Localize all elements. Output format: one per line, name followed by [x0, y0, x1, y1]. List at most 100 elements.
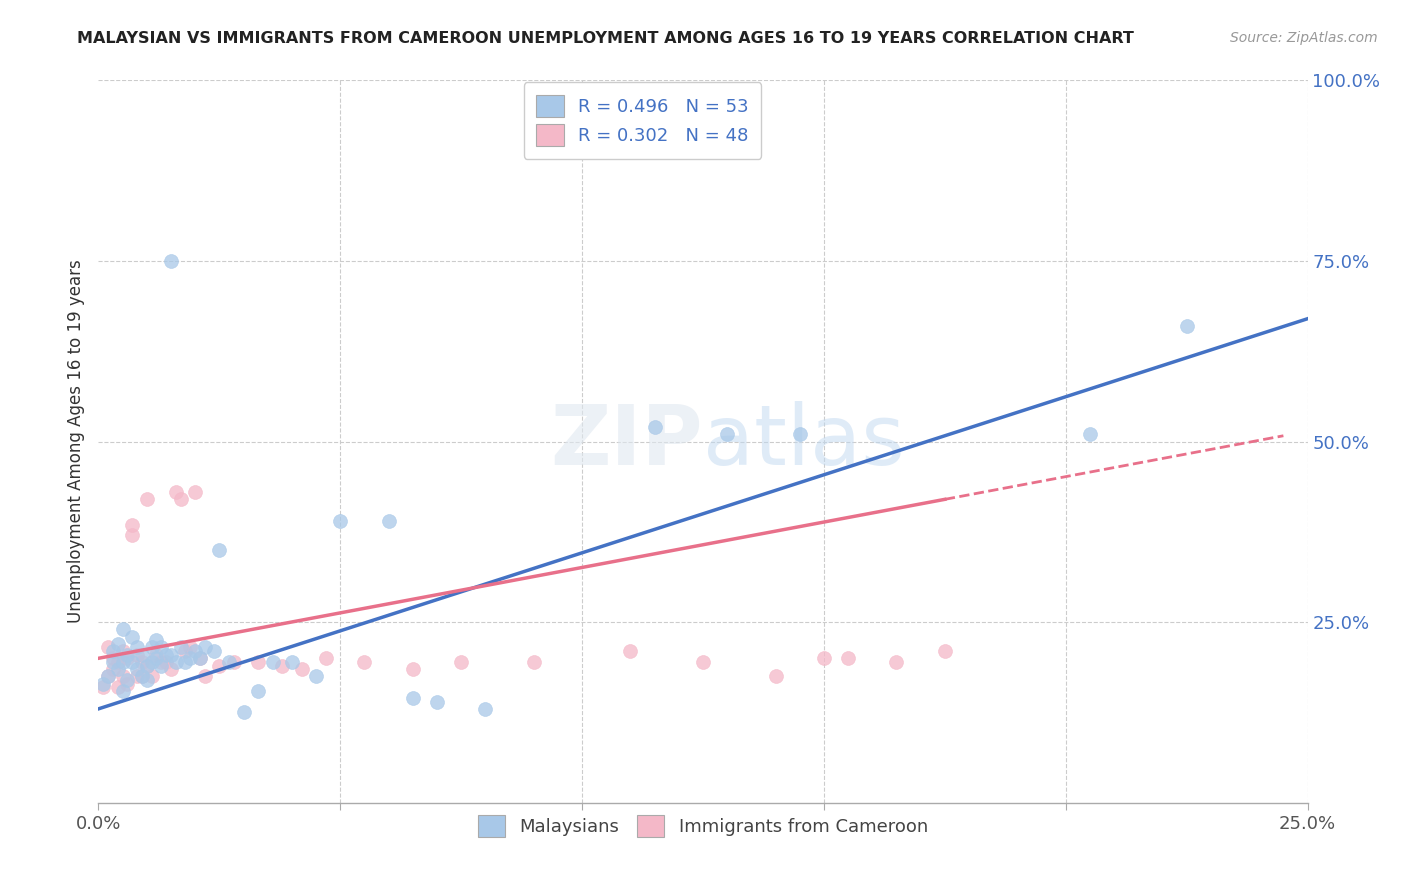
- Point: [174, 655, 197, 669]
- Point: [208, 542, 231, 557]
- Point: [188, 651, 211, 665]
- Point: [145, 633, 167, 648]
- Point: [101, 644, 124, 658]
- Point: [218, 655, 240, 669]
- Point: [402, 662, 425, 676]
- Point: [523, 655, 546, 669]
- Point: [179, 651, 201, 665]
- Point: [290, 662, 312, 676]
- Legend: Malaysians, Immigrants from Cameroon: Malaysians, Immigrants from Cameroon: [471, 808, 935, 845]
- Point: [377, 514, 399, 528]
- Point: [107, 655, 129, 669]
- Point: [107, 680, 129, 694]
- Point: [247, 655, 270, 669]
- Point: [111, 669, 134, 683]
- Point: [247, 683, 270, 698]
- Text: atlas: atlas: [703, 401, 904, 482]
- Point: [160, 648, 183, 662]
- Point: [121, 630, 143, 644]
- Point: [97, 669, 120, 683]
- Point: [141, 640, 163, 655]
- Point: [402, 691, 425, 706]
- Point: [353, 655, 375, 669]
- Point: [262, 655, 284, 669]
- Point: [121, 517, 143, 532]
- Point: [117, 673, 139, 687]
- Point: [117, 676, 139, 690]
- Point: [184, 644, 207, 658]
- Text: MALAYSIAN VS IMMIGRANTS FROM CAMEROON UNEMPLOYMENT AMONG AGES 16 TO 19 YEARS COR: MALAYSIAN VS IMMIGRANTS FROM CAMEROON UN…: [77, 31, 1135, 46]
- Point: [141, 669, 163, 683]
- Point: [315, 651, 337, 665]
- Point: [131, 669, 153, 683]
- Point: [131, 648, 153, 662]
- Point: [135, 492, 157, 507]
- Point: [111, 655, 134, 669]
- Point: [97, 669, 120, 683]
- Point: [271, 658, 294, 673]
- Point: [111, 644, 134, 658]
- Point: [1078, 427, 1101, 442]
- Point: [131, 655, 153, 669]
- Point: [644, 420, 666, 434]
- Point: [131, 669, 153, 683]
- Point: [188, 651, 211, 665]
- Point: [837, 651, 859, 665]
- Point: [305, 669, 328, 683]
- Point: [165, 655, 187, 669]
- Point: [934, 644, 956, 658]
- Point: [169, 492, 191, 507]
- Point: [135, 658, 157, 673]
- Point: [155, 655, 177, 669]
- Point: [174, 644, 197, 658]
- Point: [127, 662, 149, 676]
- Point: [184, 485, 207, 500]
- Point: [127, 669, 149, 683]
- Point: [474, 702, 496, 716]
- Point: [232, 706, 254, 720]
- Point: [101, 662, 124, 676]
- Point: [208, 658, 231, 673]
- Point: [91, 676, 114, 690]
- Point: [141, 655, 163, 669]
- Point: [150, 640, 173, 655]
- Point: [97, 640, 120, 655]
- Point: [1175, 318, 1198, 333]
- Point: [135, 673, 157, 687]
- Point: [150, 655, 173, 669]
- Point: [789, 427, 811, 442]
- Point: [121, 528, 143, 542]
- Point: [155, 648, 177, 662]
- Point: [91, 680, 114, 694]
- Point: [222, 655, 245, 669]
- Point: [886, 655, 908, 669]
- Point: [145, 648, 167, 662]
- Point: [150, 658, 173, 673]
- Point: [101, 651, 124, 665]
- Point: [111, 623, 134, 637]
- Point: [145, 651, 167, 665]
- Point: [101, 655, 124, 669]
- Point: [169, 640, 191, 655]
- Point: [813, 651, 835, 665]
- Point: [194, 669, 217, 683]
- Point: [107, 662, 129, 676]
- Text: ZIP: ZIP: [551, 401, 703, 482]
- Point: [194, 640, 217, 655]
- Point: [281, 655, 304, 669]
- Point: [107, 637, 129, 651]
- Point: [179, 640, 201, 655]
- Point: [121, 655, 143, 669]
- Point: [765, 669, 787, 683]
- Point: [692, 655, 714, 669]
- Point: [117, 648, 139, 662]
- Point: [117, 651, 139, 665]
- Point: [329, 514, 352, 528]
- Point: [135, 658, 157, 673]
- Point: [127, 648, 149, 662]
- Point: [426, 695, 449, 709]
- Point: [204, 644, 226, 658]
- Point: [450, 655, 472, 669]
- Y-axis label: Unemployment Among Ages 16 to 19 years: Unemployment Among Ages 16 to 19 years: [66, 260, 84, 624]
- Point: [716, 427, 738, 442]
